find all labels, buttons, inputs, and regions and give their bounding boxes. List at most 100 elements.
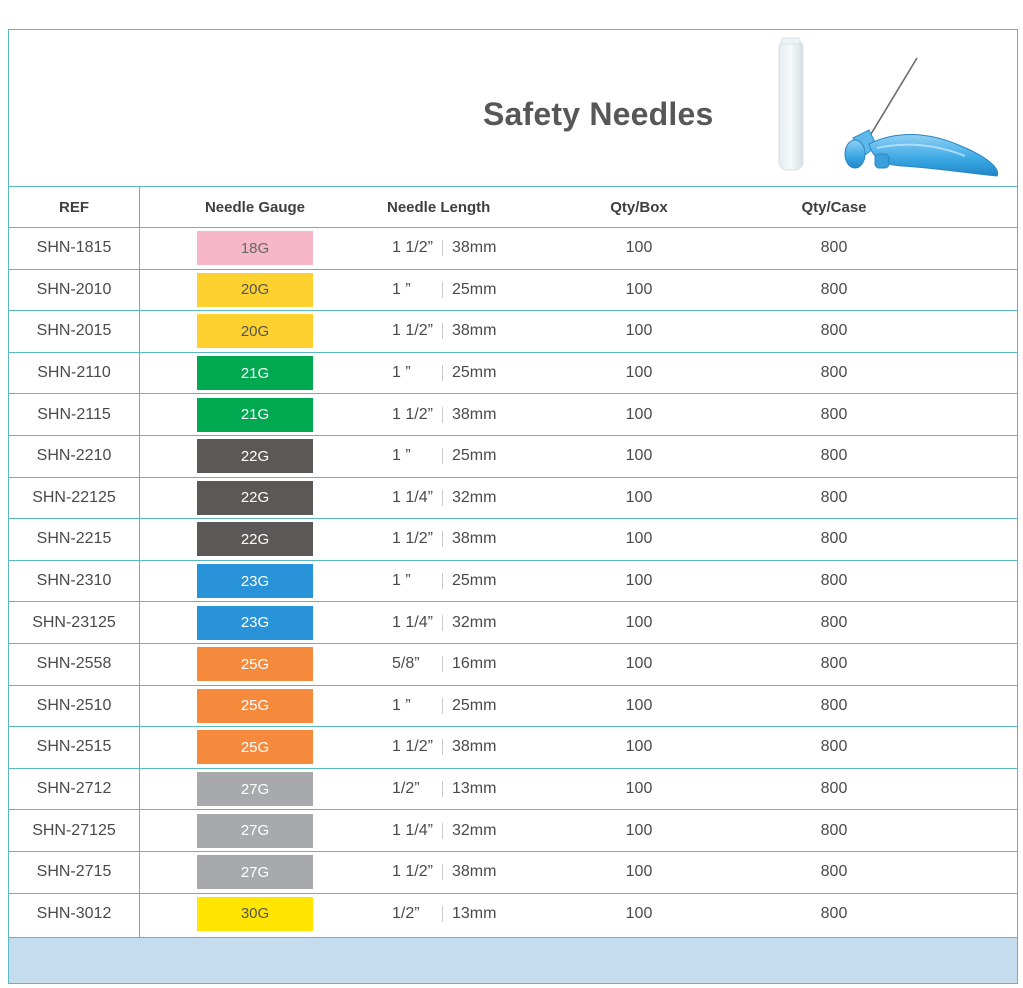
length-cell: 1 1/4” 32mm [392,602,552,643]
table-row: SHN-1815 18G 1 1/2” 38mm 100 800 [9,227,1017,269]
qty-box-cell: 100 [625,572,653,590]
qty-box-cell: 100 [625,239,653,257]
column-header-qty-case: Qty/Case [801,198,867,216]
ref-cell: SHN-22125 [32,488,116,506]
qty-box-cell: 100 [625,530,653,548]
length-inches: 1 1/2” [392,863,433,881]
ref-cell: SHN-2010 [36,280,112,298]
header: Safety Needles [9,30,1017,186]
qty-case-cell: 800 [820,280,848,298]
gauge-color-swatch: 25G [197,647,313,682]
gauge-color-swatch: 25G [197,688,313,723]
ref-cell: SHN-2510 [36,696,112,714]
qty-case-cell: 800 [820,239,848,257]
gauge-cell: 25G [140,644,370,685]
ref-column-divider [139,186,140,939]
qty-case-cell: 800 [820,696,848,714]
length-cell: 1 1/4” 32mm [392,810,552,851]
qty-case-cell: 800 [820,863,848,881]
ref-cell: SHN-2110 [37,364,111,382]
qty-box-cell: 100 [625,613,653,631]
ref-cell: SHN-2215 [36,530,112,548]
gauge-color-swatch: 20G [197,272,313,307]
table-row: SHN-23125 23G 1 1/4” 32mm 100 800 [9,601,1017,643]
gauge-cell: 21G [140,394,370,435]
length-mm: 13mm [452,780,497,798]
length-mm: 32mm [452,821,497,839]
table-row: SHN-2712 27G 1/2” 13mm 100 800 [9,767,1017,810]
qty-case-cell: 800 [820,322,848,340]
product-sheet: Safety Needles [8,29,1018,984]
gauge-color-swatch: 21G [197,397,313,432]
length-separator [442,822,443,839]
length-separator [442,614,443,631]
column-header-qty-box: Qty/Box [610,198,668,216]
length-mm: 25mm [452,572,497,590]
length-cell: 1 ” 25mm [392,353,552,394]
column-header-length: Needle Length [387,198,491,216]
table-body: SHN-1815 18G 1 1/2” 38mm 100 800 SHN-2010 20G 1 … [9,227,1017,934]
qty-box-cell: 100 [625,821,653,839]
length-separator [442,697,443,714]
length-inches: 1 ” [392,447,411,465]
gauge-cell: 23G [140,602,370,643]
table-row: SHN-2115 21G 1 1/2” 38mm 100 800 [9,393,1017,435]
gauge-cell: 22G [140,436,370,477]
length-inches: 1 1/2” [392,322,433,340]
qty-case-cell: 800 [820,780,848,798]
length-inches: 1 ” [392,280,411,298]
length-mm: 16mm [452,655,497,673]
length-mm: 38mm [452,322,497,340]
gauge-color-swatch: 20G [197,314,313,349]
qty-box-cell: 100 [625,405,653,423]
length-inches: 1 ” [392,364,411,382]
qty-box-cell: 100 [625,322,653,340]
ref-cell: SHN-2310 [36,572,112,590]
gauge-cell: 20G [140,311,370,352]
qty-box-cell: 100 [625,447,653,465]
length-mm: 38mm [452,738,497,756]
length-separator [442,781,443,798]
qty-box-cell: 100 [625,904,653,922]
length-separator [442,448,443,465]
length-inches: 1/2” [392,904,420,922]
table-row: SHN-2310 23G 1 ” 25mm 100 800 [9,559,1017,602]
gauge-color-swatch: 25G [197,730,313,765]
length-cell: 1 ” 25mm [392,561,552,602]
length-cell: 1 ” 25mm [392,686,552,727]
qty-case-cell: 800 [820,821,848,839]
table-row: SHN-22125 22G 1 1/4” 32mm 100 800 [9,476,1017,519]
length-mm: 25mm [452,447,497,465]
length-cell: 5/8” 16mm [392,644,552,685]
length-mm: 38mm [452,863,497,881]
qty-case-cell: 800 [820,613,848,631]
ref-cell: SHN-2210 [36,447,112,465]
table-row: SHN-27125 27G 1 1/4” 32mm 100 800 [9,809,1017,851]
length-cell: 1 1/2” 38mm [392,727,552,768]
length-separator [442,365,443,382]
length-mm: 25mm [452,280,497,298]
qty-box-cell: 100 [625,738,653,756]
length-separator [442,281,443,298]
table-header-row: REF Needle Gauge Needle Length Qty/Box Q… [9,186,1017,227]
qty-case-cell: 800 [820,738,848,756]
length-mm: 32mm [452,613,497,631]
length-mm: 38mm [452,530,497,548]
needle-table: REF Needle Gauge Needle Length Qty/Box Q… [9,186,1017,934]
qty-box-cell: 100 [625,655,653,673]
table-row: SHN-2515 25G 1 1/2” 38mm 100 800 [9,726,1017,768]
length-inches: 5/8” [392,655,420,673]
ref-cell: SHN-2712 [36,780,112,798]
length-mm: 38mm [452,405,497,423]
length-mm: 25mm [452,696,497,714]
gauge-color-swatch: 23G [197,605,313,640]
length-cell: 1 ” 25mm [392,436,552,477]
length-separator [442,739,443,756]
length-separator [442,531,443,548]
length-separator [442,573,443,590]
qty-case-cell: 800 [820,488,848,506]
length-separator [442,864,443,881]
page-title: Safety Needles [483,96,714,132]
qty-case-cell: 800 [820,405,848,423]
length-cell: 1/2” 13mm [392,894,552,935]
